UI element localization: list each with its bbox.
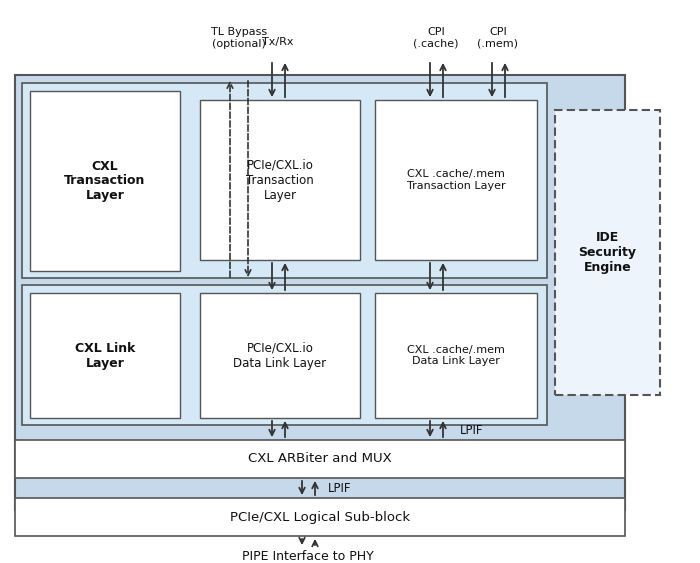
Bar <box>15 75 625 510</box>
Text: IDE
Security
Engine: IDE Security Engine <box>578 231 636 274</box>
Text: Tx/Rx: Tx/Rx <box>262 37 294 47</box>
Bar <box>30 293 180 418</box>
Bar <box>555 110 660 395</box>
Text: TL Bypass
(optional): TL Bypass (optional) <box>211 27 267 49</box>
Bar <box>30 91 180 271</box>
Bar <box>22 83 547 278</box>
Bar <box>15 440 625 478</box>
Text: CXL .cache/.mem
Transaction Layer: CXL .cache/.mem Transaction Layer <box>407 169 505 191</box>
Text: CPI
(.cache): CPI (.cache) <box>413 27 459 49</box>
Text: PCIe/CXL Logical Sub-block: PCIe/CXL Logical Sub-block <box>230 511 410 524</box>
Text: LPIF: LPIF <box>328 481 351 494</box>
Bar <box>15 498 625 536</box>
Bar <box>200 100 360 260</box>
Bar <box>22 285 547 425</box>
Text: CXL
Transaction
Layer: CXL Transaction Layer <box>64 159 146 203</box>
Text: PCIe/CXL.io
Data Link Layer: PCIe/CXL.io Data Link Layer <box>233 342 327 369</box>
Text: CPI
(.mem): CPI (.mem) <box>477 27 519 49</box>
Text: PCIe/CXL.io
Transaction
Layer: PCIe/CXL.io Transaction Layer <box>246 159 314 202</box>
Text: CXL Link
Layer: CXL Link Layer <box>75 342 135 369</box>
Bar <box>375 100 537 260</box>
Text: PIPE Interface to PHY: PIPE Interface to PHY <box>242 549 374 562</box>
Text: CXL ARBiter and MUX: CXL ARBiter and MUX <box>248 453 392 466</box>
Text: LPIF: LPIF <box>460 423 484 436</box>
Text: CXL .cache/.mem
Data Link Layer: CXL .cache/.mem Data Link Layer <box>407 345 505 367</box>
Bar <box>200 293 360 418</box>
Bar <box>375 293 537 418</box>
